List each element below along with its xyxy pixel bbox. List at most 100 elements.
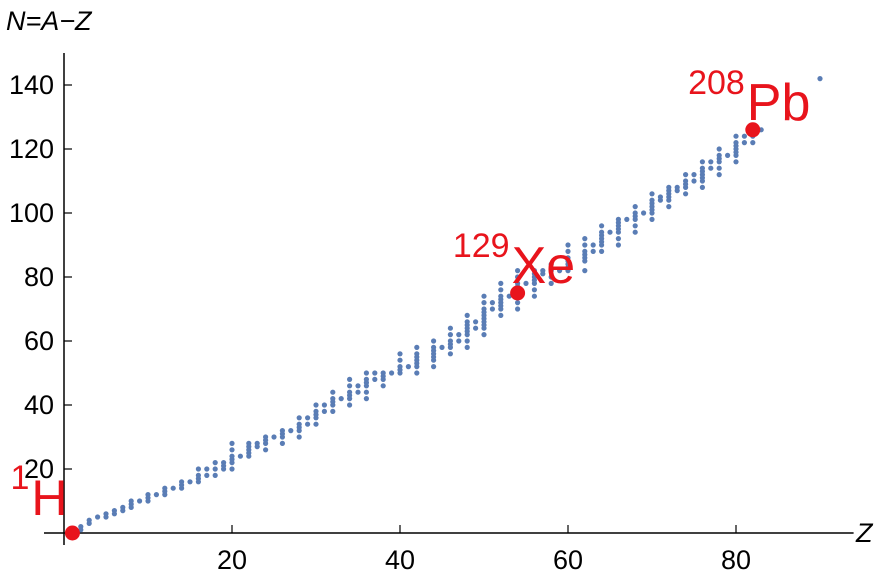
element-symbol: Pb (747, 74, 811, 132)
data-point (380, 383, 386, 389)
data-point (531, 287, 538, 293)
data-point (447, 332, 453, 338)
data-point (212, 466, 218, 472)
data-point (498, 280, 504, 286)
y-tick-label: 60 (24, 326, 54, 356)
data-point (481, 300, 487, 306)
data-point (330, 389, 336, 395)
data-point (582, 268, 588, 274)
data-point (515, 268, 521, 274)
data-point (691, 178, 697, 184)
data-point (683, 191, 689, 197)
data-point (389, 370, 395, 376)
data-point (481, 332, 487, 338)
highlight-point (745, 122, 761, 138)
data-point (313, 408, 319, 414)
data-point (229, 440, 235, 446)
element-symbol: H (31, 470, 67, 526)
data-point (599, 229, 605, 235)
data-point (347, 376, 353, 382)
mass-number: 129 (453, 227, 510, 265)
data-point (674, 184, 680, 190)
data-point (414, 344, 420, 350)
data-point (330, 396, 336, 402)
data-point (741, 140, 748, 146)
data-point (540, 268, 546, 274)
data-point (414, 370, 420, 376)
data-point (128, 498, 134, 504)
data-point (363, 389, 369, 395)
data-point (708, 159, 714, 165)
data-point (464, 344, 470, 350)
highlight-point (64, 525, 80, 541)
data-point (657, 194, 664, 200)
data-point (725, 152, 731, 158)
y-tick-label: 140 (9, 70, 54, 100)
data-point (397, 351, 403, 357)
data-point (296, 421, 302, 427)
data-point (666, 184, 672, 190)
data-point (439, 344, 445, 350)
data-point (565, 248, 571, 254)
data-point (632, 204, 638, 210)
data-point (288, 428, 294, 434)
data-point (397, 364, 403, 370)
data-point (649, 216, 655, 222)
data-point (431, 344, 437, 350)
data-point (195, 472, 201, 478)
data-point (489, 306, 495, 312)
data-point (212, 472, 218, 478)
data-point (607, 229, 613, 235)
data-point (321, 402, 327, 408)
data-point (279, 428, 285, 434)
data-point (363, 396, 369, 402)
data-point (338, 396, 344, 402)
data-point (263, 447, 269, 453)
data-point (372, 376, 378, 382)
data-point (296, 415, 302, 421)
data-point (481, 306, 487, 312)
data-point (649, 191, 655, 197)
data-point (170, 485, 176, 491)
data-point (699, 165, 706, 171)
data-point (683, 178, 689, 184)
data-point (615, 216, 622, 222)
data-point (515, 274, 521, 280)
data-point (321, 408, 327, 414)
data-point (489, 300, 495, 306)
data-point (355, 389, 361, 395)
data-point (649, 197, 655, 203)
data-point (615, 242, 622, 248)
data-point (632, 229, 638, 235)
data-point (548, 280, 554, 286)
data-point (431, 364, 437, 370)
data-point (741, 133, 748, 139)
data-point (137, 498, 143, 504)
data-point (498, 312, 504, 318)
data-point (733, 133, 739, 139)
data-point (464, 338, 470, 344)
data-point (582, 236, 588, 242)
data-point (473, 319, 479, 325)
data-point (447, 325, 453, 331)
data-point (330, 408, 336, 414)
data-point (683, 172, 689, 178)
data-point (456, 332, 462, 338)
data-point (716, 165, 722, 171)
data-point (548, 268, 554, 274)
data-point (615, 236, 622, 242)
data-point (641, 210, 647, 216)
data-point (716, 152, 722, 158)
data-point (557, 268, 563, 274)
data-point (531, 268, 538, 274)
data-point (624, 216, 630, 222)
data-point (111, 508, 117, 514)
data-point (565, 242, 571, 248)
element-symbol: Xe (512, 237, 576, 295)
data-point (515, 300, 521, 306)
data-point (498, 293, 504, 299)
x-tick-label: 40 (385, 545, 415, 575)
data-point (237, 453, 243, 459)
data-point (523, 280, 529, 286)
